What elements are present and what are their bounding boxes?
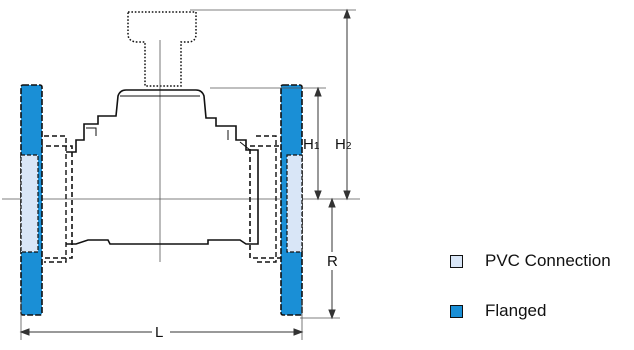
h2-dimension xyxy=(343,8,351,201)
h2-label: H2 xyxy=(335,136,352,153)
right-socket-outline xyxy=(256,135,277,263)
h1-dimension xyxy=(314,86,322,201)
flanged-swatch xyxy=(450,304,463,318)
right-flange xyxy=(280,84,303,316)
handwheel-outline xyxy=(127,11,197,87)
r-label: R xyxy=(327,253,338,270)
valve-body-outline xyxy=(66,89,259,245)
left-socket-outline xyxy=(44,135,67,263)
legend-label: Flanged xyxy=(485,301,547,320)
legend-label: PVC Connection xyxy=(485,251,611,270)
legend-item-flanged: Flanged xyxy=(450,300,634,322)
legend-item-pvc-connection: PVC Connection xyxy=(450,250,634,272)
l-label: L xyxy=(155,324,163,341)
pvc-connection-swatch xyxy=(450,254,463,268)
left-flange xyxy=(20,84,43,316)
legend: PVC Connection Flanged xyxy=(450,250,634,350)
h1-label: H1 xyxy=(303,136,320,153)
valve-body-inner-outline xyxy=(86,95,251,151)
